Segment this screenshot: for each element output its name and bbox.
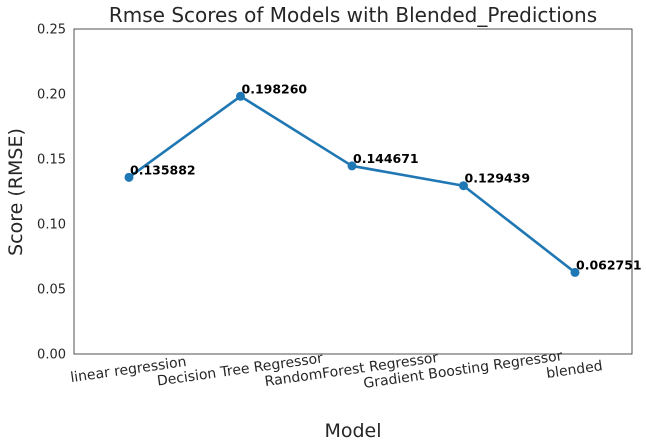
data-label: 0.198260	[242, 81, 308, 96]
data-value-labels: 0.135882 0.198260 0.144671 0.129439 0.062751	[130, 81, 642, 272]
y-axis-ticks: 0.00 0.05 0.10 0.15 0.20 0.25	[37, 23, 66, 363]
x-axis-title: Model	[324, 420, 381, 442]
data-label: 0.144671	[353, 151, 419, 166]
y-tick-label: 0.10	[37, 218, 66, 233]
y-tick-label: 0.00	[37, 348, 66, 363]
data-label: 0.062751	[576, 257, 642, 272]
y-tick-label: 0.25	[37, 23, 66, 38]
data-label: 0.135882	[130, 162, 196, 177]
y-axis-title: Score (RMSE)	[5, 128, 27, 256]
y-tick-label: 0.20	[37, 88, 66, 103]
x-tick-label: blended	[545, 358, 603, 382]
data-point	[124, 172, 134, 182]
y-tick-label: 0.05	[37, 283, 66, 298]
data-point	[236, 91, 245, 101]
data-points	[124, 91, 580, 277]
data-point	[347, 161, 357, 171]
chart-title: Rmse Scores of Models with Blended_Predi…	[109, 3, 597, 27]
y-tick-label: 0.15	[37, 153, 66, 168]
data-label: 0.129439	[465, 171, 531, 186]
plot-area-frame	[73, 28, 633, 355]
data-point	[459, 181, 468, 191]
data-point	[570, 267, 580, 277]
